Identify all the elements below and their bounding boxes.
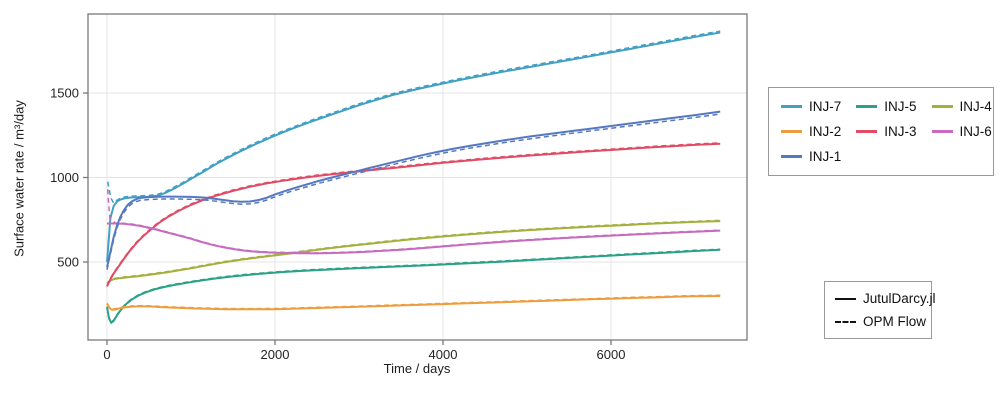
legend-item-opm-flow: OPM Flow	[835, 314, 926, 329]
series-INJ-5-opmflow-line	[106, 248, 721, 323]
legend-line-swatch	[781, 105, 802, 108]
legend-wells: INJ-7 INJ-5 INJ-4 INJ-2 INJ-3 INJ-6 INJ-1	[768, 87, 994, 176]
legend-item-jutuldarcy-jl: JutulDarcy.jl	[835, 291, 936, 306]
legend-label: OPM Flow	[863, 314, 927, 329]
series-INJ-7-opmflow-line	[106, 30, 721, 204]
legend-item-inj-5: INJ-5	[856, 99, 917, 114]
y-tick-label: 1000	[50, 170, 79, 185]
legend-item-inj-2: INJ-2	[781, 124, 841, 139]
y-axis-label: Surface water rate / m³/day	[11, 100, 27, 257]
series-INJ-6-opmflow-line	[106, 189, 721, 254]
legend-label: INJ-7	[809, 99, 842, 114]
x-tick-label: 0	[103, 347, 110, 362]
solid-line-swatch	[835, 297, 856, 300]
series-INJ-4-opmflow-line	[106, 219, 721, 284]
legend-label: INJ-2	[809, 124, 842, 139]
y-tick-label: 500	[57, 255, 79, 270]
legend-line-swatch	[781, 155, 802, 158]
legend-label: INJ-1	[809, 149, 842, 164]
x-tick-label: 6000	[597, 347, 626, 362]
series-INJ-3-jutuldarcy-line	[106, 142, 721, 287]
series-INJ-1-jutuldarcy-line	[106, 110, 721, 268]
legend-label: INJ-4	[959, 99, 992, 114]
x-tick-label: 2000	[261, 347, 290, 362]
legend-label: INJ-5	[884, 99, 917, 114]
legend-line-swatch	[856, 105, 878, 108]
legend-item-inj-6: INJ-6	[931, 124, 992, 139]
legend-solvers: JutulDarcy.jl OPM Flow	[824, 281, 936, 339]
dashed-line-swatch	[835, 320, 856, 323]
series-INJ-5-jutuldarcy-line	[106, 248, 721, 324]
legend-item-inj-4: INJ-4	[931, 99, 992, 114]
legend-label: INJ-6	[959, 124, 992, 139]
x-axis-label: Time / days	[383, 361, 451, 376]
legend-item-inj-1: INJ-1	[781, 149, 841, 164]
legend-item-inj-3: INJ-3	[856, 124, 917, 139]
series-INJ-2-opmflow-line	[106, 294, 721, 310]
legend-label: INJ-3	[884, 124, 917, 139]
legend-line-swatch	[856, 130, 878, 133]
legend-line-swatch	[931, 105, 953, 108]
y-tick-label: 1500	[50, 86, 79, 101]
x-tick-label: 4000	[429, 347, 458, 362]
series-INJ-4-jutuldarcy-line	[106, 220, 721, 285]
series-INJ-1-opmflow-line	[106, 113, 721, 270]
series-INJ-7-jutuldarcy-line	[106, 31, 721, 263]
legend-item-inj-7: INJ-7	[781, 99, 841, 114]
legend-label: JutulDarcy.jl	[863, 291, 936, 306]
legend-line-swatch	[781, 130, 802, 133]
series-INJ-3-opmflow-line	[106, 142, 721, 287]
legend-line-swatch	[931, 130, 953, 133]
